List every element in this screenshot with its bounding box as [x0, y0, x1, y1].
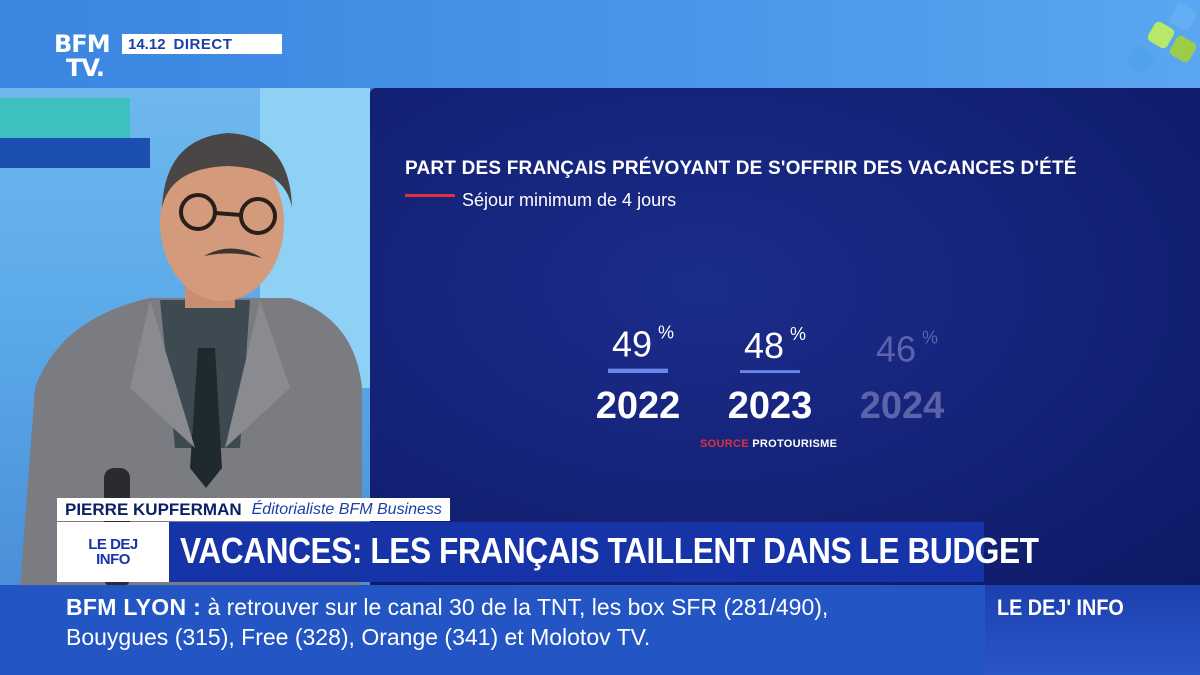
guest-nametag: PIERRE KUPFERMAN Éditorialiste BFM Busin…	[57, 498, 450, 521]
chart-subtitle: Séjour minimum de 4 jours	[462, 190, 677, 210]
show-logo-line-2: INFO	[96, 551, 130, 568]
channel-top-bar: BFM TV. 14.12 DIRECT	[0, 0, 1200, 88]
clock-time: 14.12	[128, 35, 166, 53]
ticker-text: BFM LYON : à retrouver sur le canal 30 d…	[66, 592, 986, 652]
category-label-2023: 2023	[728, 385, 813, 427]
title-accent-line	[405, 194, 455, 197]
headline-text: VACANCES: LES FRANÇAIS TAILLENT DANS LE …	[180, 530, 1039, 571]
ticker-line-1: à retrouver sur le canal 30 de la TNT, l…	[207, 594, 829, 620]
hexagon-decoration-icon	[1167, 1, 1199, 33]
category-label-2022: 2022	[596, 385, 681, 427]
bar-2022	[608, 368, 668, 373]
show-logo-line-1: LE DEJ	[88, 536, 138, 553]
bar-2023	[740, 370, 800, 373]
ticker-line-2: Bouygues (315), Free (328), Orange (341)…	[66, 624, 651, 650]
chart-panel: PART DES FRANÇAIS PRÉVOYANT DE S'OFFRIR …	[370, 88, 1200, 585]
chart-source: SOURCE PROTOURISME	[700, 438, 837, 450]
guest-role: Éditorialiste BFM Business	[251, 500, 442, 518]
unit-label-2024: %	[922, 327, 938, 347]
chart-title: PART DES FRANÇAIS PRÉVOYANT DE S'OFFRIR …	[405, 158, 1077, 179]
show-logo: LE DEJ INFO	[57, 522, 169, 582]
unit-label-2022: %	[658, 323, 674, 343]
logo-line-2: TV.	[66, 54, 105, 82]
hexagon-decoration-icon	[1125, 43, 1157, 75]
bfmtv-logo: BFM TV.	[54, 32, 118, 86]
live-badge: 14.12 DIRECT	[122, 34, 282, 54]
live-label: DIRECT	[173, 35, 233, 53]
unit-label-2023: %	[790, 324, 806, 344]
ticker-city: BFM LYON :	[66, 594, 202, 620]
value-label-2023: 48	[744, 325, 784, 366]
source-label: SOURCE	[700, 438, 749, 450]
ticker-brand: LE DEJ' INFO	[985, 585, 1200, 675]
logo-line-1: BFM	[54, 30, 111, 58]
category-label-2024: 2024	[860, 385, 945, 427]
hexagon-decoration-icon	[1167, 33, 1199, 65]
value-label-2022: 49	[612, 324, 652, 365]
bar-chart: 49 % 2022 48 % 2023 46 % 2024	[596, 323, 945, 427]
guest-name: PIERRE KUPFERMAN	[65, 499, 242, 519]
source-name: PROTOURISME	[752, 438, 838, 450]
ticker-brand-label: LE DEJ' INFO	[997, 595, 1124, 620]
value-label-2024: 46	[876, 328, 916, 369]
headline-bar	[57, 522, 984, 582]
